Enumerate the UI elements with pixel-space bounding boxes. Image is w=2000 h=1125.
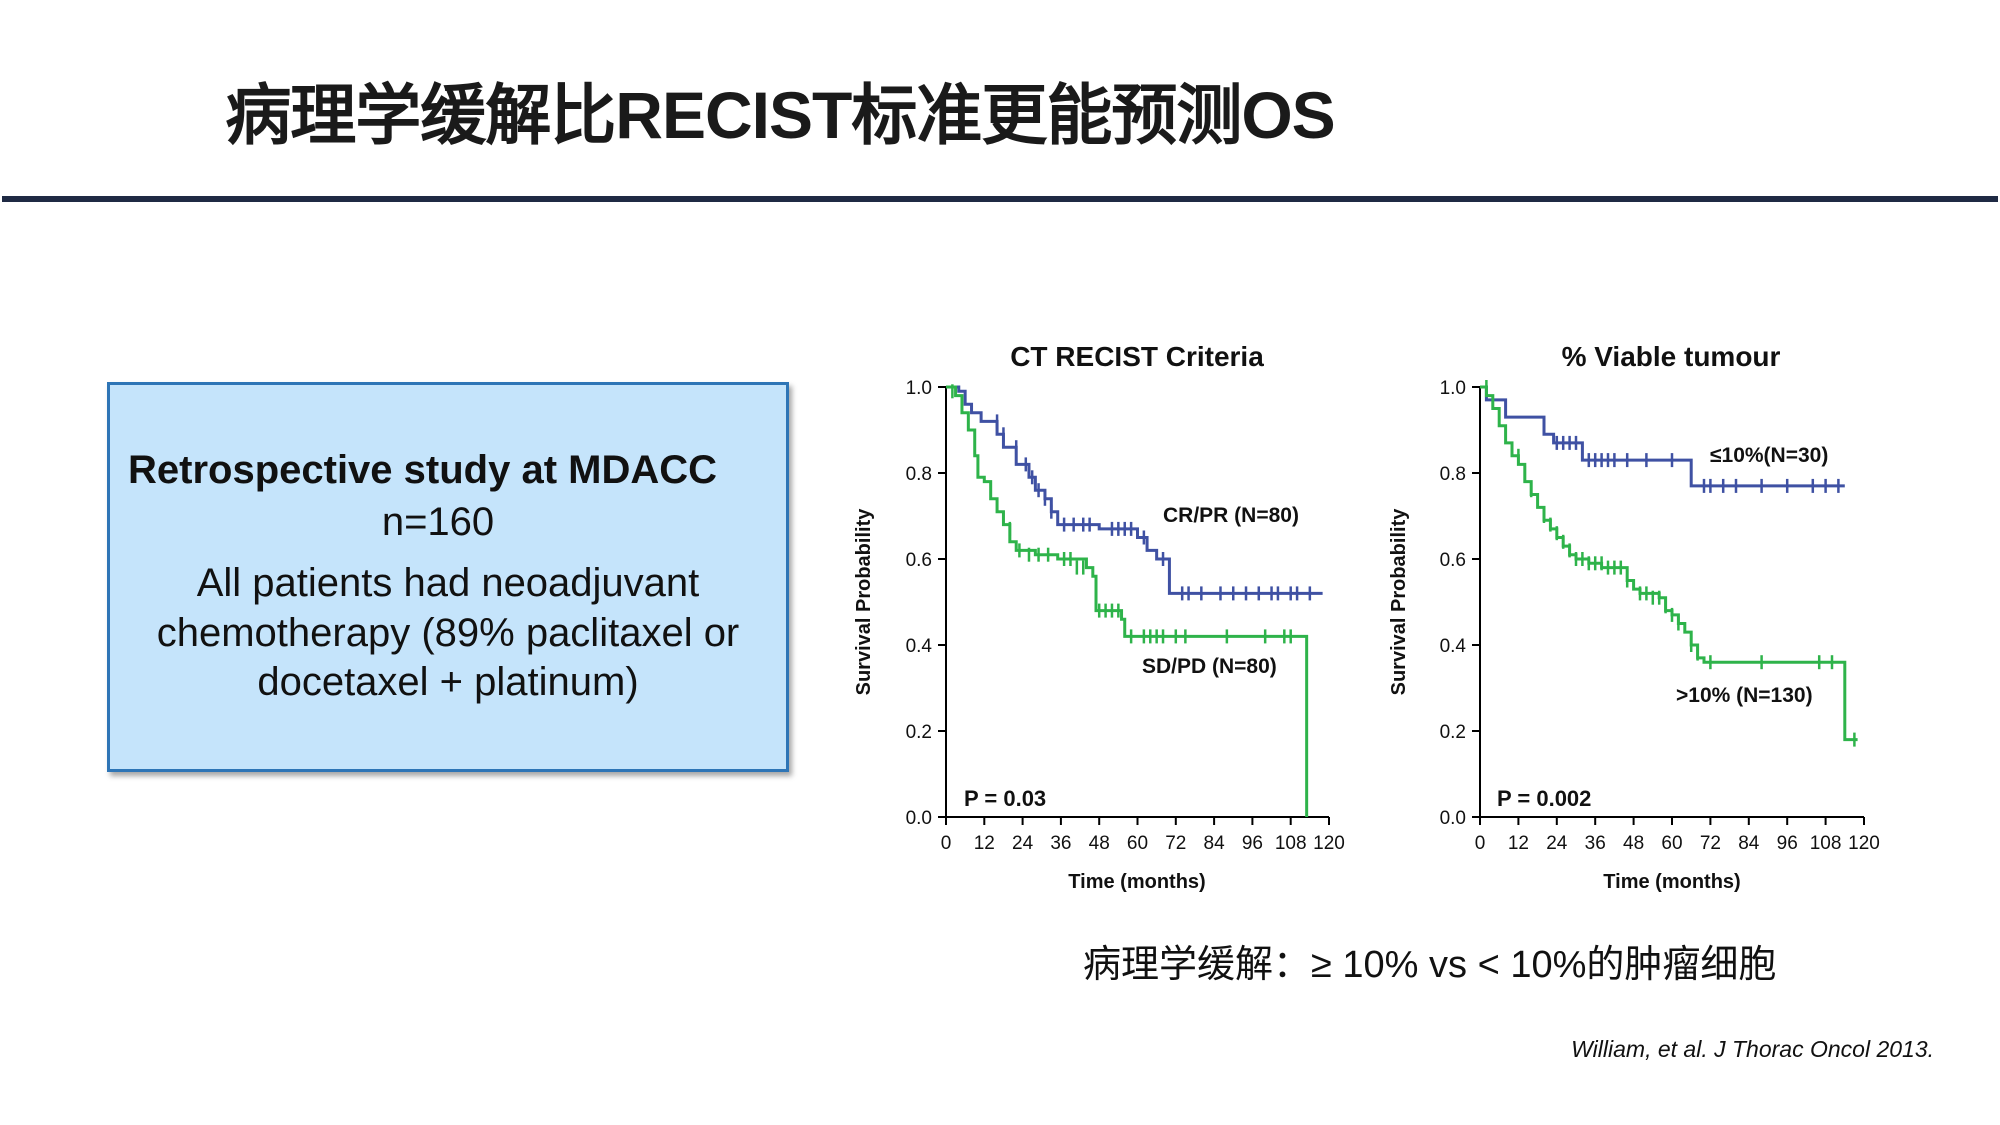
study-description-line-2: chemotherapy (89% paclitaxel or: [156, 611, 740, 655]
series-line: [946, 385, 1323, 595]
y-tick-label: 0.6: [1440, 550, 1466, 571]
series-label: >10% (N=130): [1676, 684, 1813, 707]
chart-title: CT RECIST Criteria: [1010, 341, 1264, 372]
study-description-line-1: All patients had neoadjuvant: [196, 561, 700, 605]
y-tick-label: 1.0: [1440, 378, 1466, 399]
study-info-box: [107, 382, 789, 772]
chart-title: % Viable tumour: [1562, 341, 1781, 372]
x-tick-label: 96: [1242, 833, 1263, 854]
x-tick-label: 60: [1661, 833, 1682, 854]
study-sample-size: n=160: [381, 500, 495, 544]
x-tick-label: 72: [1700, 833, 1721, 854]
y-tick-label: 0.2: [906, 722, 932, 743]
x-tick-label: 108: [1810, 833, 1842, 854]
y-tick-label: 0.4: [1440, 636, 1467, 657]
y-axis-label: Survival Probability: [1388, 508, 1410, 696]
p-value-annotation: P = 0.03: [964, 786, 1046, 811]
y-tick-label: 1.0: [906, 378, 932, 399]
chart-ct-recist: CT RECIST Criteria 0.0 0.2 0.4 0.6 0.8 1.0 0 12 2…: [853, 341, 1345, 893]
x-tick-label: 48: [1623, 833, 1644, 854]
citation-text: William, et al. J Thorac Oncol 2013.: [1571, 1036, 1934, 1062]
x-tick-label: 24: [1012, 833, 1034, 854]
x-tick-label: 72: [1165, 833, 1186, 854]
caption-text: 病理学缓解：≥ 10% vs < 10%的肿瘤细胞: [1083, 944, 1777, 986]
x-tick-label: 108: [1275, 833, 1307, 854]
title-divider: [2, 196, 1998, 202]
x-tick-label: 12: [1508, 833, 1529, 854]
y-tick-label: 0.8: [1440, 464, 1466, 485]
x-tick-label: 96: [1777, 833, 1798, 854]
x-tick-label: 84: [1204, 833, 1226, 854]
x-tick-label: 120: [1313, 833, 1345, 854]
study-heading: Retrospective study at MDACC: [128, 448, 718, 492]
x-tick-label: 48: [1089, 833, 1110, 854]
y-tick-label: 0.6: [906, 550, 932, 571]
series-label: SD/PD (N=80): [1142, 655, 1277, 678]
y-tick-label: 0.2: [1440, 722, 1466, 743]
y-axis-label: Survival Probability: [853, 508, 875, 696]
y-tick-label: 0.0: [1440, 808, 1466, 829]
x-tick-label: 0: [1475, 833, 1486, 854]
x-tick-label: 24: [1546, 833, 1568, 854]
x-tick-label: 84: [1738, 833, 1760, 854]
page-title: 病理学缓解比RECIST标准更能预测OS: [225, 78, 1335, 152]
study-description-line-3: docetaxel + platinum): [257, 660, 639, 704]
x-tick-label: 36: [1585, 833, 1606, 854]
x-tick-label: 36: [1050, 833, 1071, 854]
y-tick-label: 0.0: [906, 808, 932, 829]
chart-viable-tumour: % Viable tumour 0.0 0.2 0.4 0.6 0.8 1.0 0 12 24 36…: [1388, 341, 1880, 893]
y-tick-label: 0.4: [906, 636, 933, 657]
x-axis-label: Time (months): [1068, 871, 1205, 893]
series-line: [1480, 385, 1845, 488]
y-tick-label: 0.8: [906, 464, 932, 485]
x-axis-label: Time (months): [1603, 871, 1740, 893]
x-tick-label: 12: [974, 833, 995, 854]
x-tick-label: 60: [1127, 833, 1148, 854]
x-tick-label: 0: [941, 833, 952, 854]
series-line: [946, 385, 1309, 817]
series-label: ≤10%(N=30): [1710, 444, 1828, 467]
x-tick-label: 120: [1848, 833, 1880, 854]
p-value-annotation: P = 0.002: [1497, 786, 1591, 811]
series-label: CR/PR (N=80): [1163, 504, 1299, 527]
